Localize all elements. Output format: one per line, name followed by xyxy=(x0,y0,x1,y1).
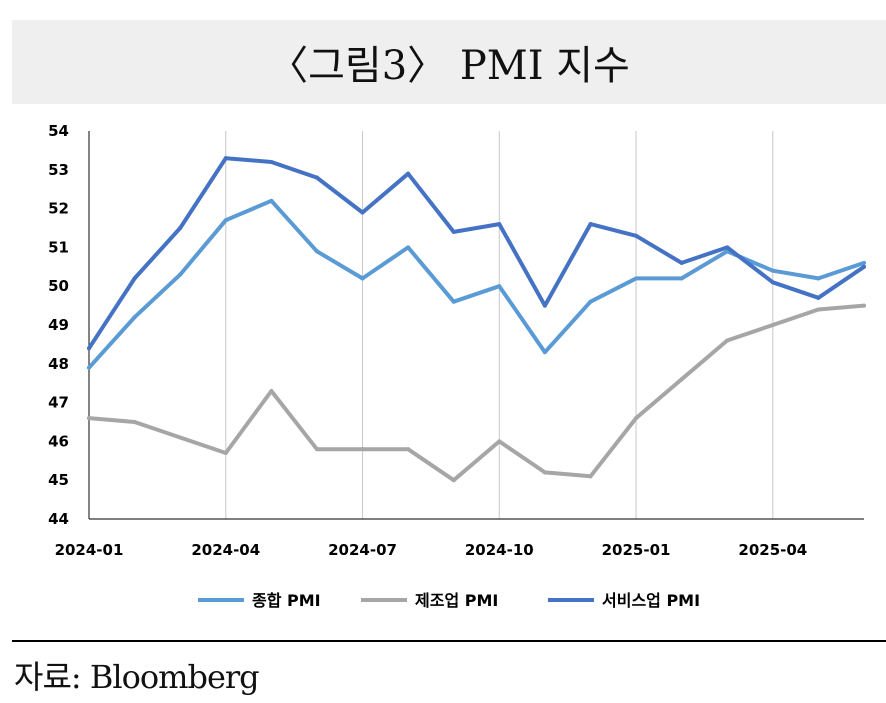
y-tick-label: 53 xyxy=(48,161,69,179)
series-point-0 xyxy=(679,276,684,281)
series-point-1 xyxy=(542,470,547,475)
series-point-1 xyxy=(770,323,775,327)
series-line-1 xyxy=(87,303,866,483)
series-point-1 xyxy=(634,416,639,421)
x-tick-label: 2024-01 xyxy=(55,541,124,559)
y-tick-label: 47 xyxy=(48,394,69,412)
series-point-0 xyxy=(816,276,821,281)
y-tick-label: 54 xyxy=(48,122,69,140)
series-point-2 xyxy=(816,295,821,300)
series-point-1 xyxy=(862,303,866,308)
series-point-2 xyxy=(87,346,91,351)
series-point-0 xyxy=(314,249,319,254)
series-point-0 xyxy=(269,198,274,203)
series-point-2 xyxy=(269,160,274,165)
series-point-2 xyxy=(497,222,502,227)
series-point-1 xyxy=(679,377,684,382)
series-point-2 xyxy=(588,222,593,227)
series-point-0 xyxy=(360,276,365,281)
series-point-1 xyxy=(314,447,319,452)
series-point-1 xyxy=(588,474,593,479)
series-point-1 xyxy=(497,439,502,444)
legend-label-1: 제조업 PMI xyxy=(415,591,498,610)
series-point-0 xyxy=(406,245,411,250)
series-point-1 xyxy=(406,447,411,452)
series-point-1 xyxy=(816,307,821,312)
series-point-2 xyxy=(451,229,456,234)
series-point-2 xyxy=(223,156,228,161)
footer-rule xyxy=(12,640,886,642)
title-banner: 〈그림3〉 PMI 지수 xyxy=(12,20,886,104)
series-point-1 xyxy=(269,388,274,393)
series-point-2 xyxy=(360,210,365,215)
x-tick-label: 2025-01 xyxy=(602,541,671,559)
series-point-0 xyxy=(451,299,456,304)
series-point-1 xyxy=(87,416,91,421)
series-point-2 xyxy=(542,303,547,308)
series-point-0 xyxy=(497,284,502,289)
series-point-2 xyxy=(862,264,866,269)
series-point-0 xyxy=(634,276,639,281)
series-point-2 xyxy=(770,280,775,285)
x-tick-label: 2025-04 xyxy=(738,541,807,559)
series-point-0 xyxy=(542,350,547,355)
series-point-1 xyxy=(451,478,456,483)
series-point-0 xyxy=(770,268,775,273)
y-tick-label: 46 xyxy=(48,432,69,450)
series-point-2 xyxy=(178,226,183,230)
series-point-0 xyxy=(223,218,228,223)
series-point-1 xyxy=(132,420,137,424)
series-point-2 xyxy=(634,233,639,238)
y-tick-label: 44 xyxy=(48,510,69,528)
y-tick-label: 52 xyxy=(48,200,69,218)
legend-label-0: 종합 PMI xyxy=(252,591,321,610)
series-point-0 xyxy=(87,365,91,370)
source-note: 자료: Bloomberg xyxy=(14,658,260,696)
series-point-1 xyxy=(360,447,365,452)
series-point-2 xyxy=(725,245,730,250)
y-tick-label: 48 xyxy=(48,355,69,373)
x-tick-label: 2024-07 xyxy=(328,541,397,559)
chart-title: 〈그림3〉 PMI 지수 xyxy=(268,43,630,89)
pmi-line-chart: 2024-01 2024-04 2024-07 2024-10 2025-01 2025-… xyxy=(48,122,866,610)
y-tick-label: 51 xyxy=(48,238,69,256)
y-tick-label: 45 xyxy=(48,471,69,489)
series-point-2 xyxy=(406,171,411,176)
series-point-0 xyxy=(132,315,137,320)
y-tick-label: 49 xyxy=(48,316,69,334)
series-point-1 xyxy=(223,451,228,456)
x-tick-label: 2024-10 xyxy=(465,541,534,559)
series-point-1 xyxy=(178,435,183,440)
series-point-2 xyxy=(314,175,319,180)
series-point-0 xyxy=(178,272,183,277)
legend-label-2: 서비스업 PMI xyxy=(602,591,700,610)
series-point-0 xyxy=(862,260,866,265)
series-point-1 xyxy=(725,338,730,343)
series-point-0 xyxy=(588,299,593,304)
series-line-2 xyxy=(87,156,866,351)
x-tick-label: 2024-04 xyxy=(191,541,260,559)
y-tick-label: 50 xyxy=(48,277,69,295)
series-point-2 xyxy=(132,276,137,281)
series-point-2 xyxy=(679,260,684,265)
series-line-0 xyxy=(87,198,866,370)
